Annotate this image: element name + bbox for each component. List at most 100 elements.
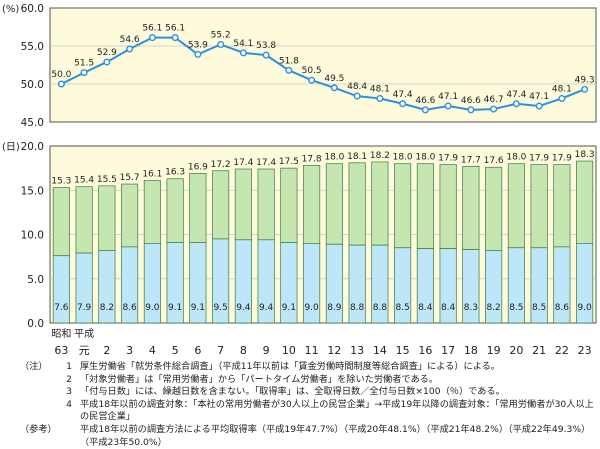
- note-number: 1: [66, 361, 72, 372]
- days-taken-label: 8.4: [441, 303, 456, 313]
- rate-point: [57, 80, 65, 88]
- note-tag: [20, 374, 58, 387]
- note-text: 厚生労働省「就労条件総合調査」（平成11年以前は「賃金労働時間制度等総合調査」に…: [80, 361, 500, 372]
- rate-point: [353, 92, 361, 100]
- days-granted-label: 15.7: [120, 173, 140, 183]
- days-granted-bar: [439, 164, 457, 250]
- note-row-1: （注） 1 厚生労働省「就労条件総合調査」（平成11年以前は「賃金労働時間制度等…: [20, 361, 596, 374]
- rate-point: [194, 50, 202, 58]
- days-taken-bar: [394, 247, 412, 324]
- x-tick-label: 16: [418, 344, 432, 357]
- note-row-4: 4 平成18年以前の調査対象：「本社の常用労働者が30人以上の民営企業」→平成1…: [20, 399, 596, 424]
- rate-point: [148, 34, 156, 42]
- days-granted-label: 15.3: [51, 177, 71, 187]
- days-taken-bar: [462, 249, 480, 324]
- note-tag: [20, 399, 58, 424]
- note-tag: [20, 386, 58, 399]
- days-granted-label: 17.9: [438, 154, 458, 164]
- note-row-2: 2 「対象労働者」は「常用労働者」から「パートタイム労働者」を除いた労働者である…: [20, 374, 596, 387]
- days-granted-label: 17.9: [529, 154, 549, 164]
- rate-point: [444, 102, 452, 110]
- days-taken-label: 8.5: [395, 303, 409, 313]
- rate-point: [376, 94, 384, 102]
- notes-block: （注） 1 厚生労働省「就労条件総合調査」（平成11年以前は「賃金労働時間制度等…: [20, 361, 596, 449]
- days-taken-label: 9.4: [236, 303, 251, 313]
- x-tick-label: 17: [441, 344, 455, 357]
- days-granted-bar: [485, 166, 503, 251]
- x-tick-label: 21: [532, 344, 546, 357]
- days-taken-bar: [121, 246, 139, 324]
- days-granted-label: 15.4: [74, 176, 94, 186]
- x-tick-label: 4: [149, 344, 156, 357]
- x-era-label: 平成: [74, 328, 94, 340]
- rate-y-tick-label: 55.0: [21, 41, 44, 53]
- x-tick-label: 9: [263, 344, 270, 357]
- days-granted-bar: [212, 170, 230, 240]
- x-tick-label: 15: [396, 344, 410, 357]
- days-granted-label: 17.9: [552, 154, 572, 164]
- note-number: [58, 424, 80, 449]
- rate-plot-area: [49, 7, 597, 123]
- days-taken-bar: [52, 255, 70, 324]
- days-granted-bar: [75, 186, 93, 254]
- x-tick-label: 11: [305, 344, 319, 357]
- days-granted-label: 17.4: [233, 158, 253, 168]
- days-granted-bar: [189, 173, 207, 243]
- rate-point: [467, 106, 475, 114]
- rate-y-tick-label: 60.0: [21, 3, 44, 15]
- rate-point: [217, 40, 225, 48]
- days-taken-bar: [507, 247, 525, 324]
- days-granted-label: 16.3: [165, 168, 185, 178]
- days-granted-bar: [325, 163, 343, 245]
- note-text: 「付与日数」には、繰越日数を含まない。「取得率」は、全取得日数／全付与日数×10…: [80, 386, 505, 398]
- rate-data-label: 48.1: [552, 84, 572, 94]
- days-granted-label: 18.2: [370, 151, 390, 161]
- rate-data-label: 50.5: [302, 66, 322, 76]
- rate-data-label: 56.1: [142, 24, 162, 34]
- x-tick-label: 12: [327, 344, 341, 357]
- chart-canvas: 45.050.055.060.0(%)50.051.552.954.656.1 5…: [2, 3, 597, 357]
- days-granted-label: 17.6: [484, 156, 504, 166]
- days-granted-label: 18.0: [506, 153, 526, 163]
- days-taken-label: 9.4: [259, 303, 274, 313]
- rate-point: [558, 94, 566, 102]
- rate-data-label: 46.6: [415, 96, 435, 106]
- x-tick-label: 63: [54, 344, 68, 357]
- x-tick-label: 18: [464, 344, 478, 357]
- days-granted-label: 18.0: [393, 153, 413, 163]
- x-tick-label: 6: [194, 344, 201, 357]
- days-taken-label: 8.6: [122, 303, 137, 313]
- days-taken-bar: [371, 244, 389, 324]
- rate-y-tick-label: 50.0: [21, 79, 44, 91]
- days-taken-bar: [576, 243, 594, 324]
- days-unit-label: (日): [2, 142, 20, 153]
- days-taken-bar: [439, 248, 457, 324]
- rate-point: [80, 69, 88, 77]
- days-granted-bar: [121, 183, 139, 248]
- rate-y-tick-label: 45.0: [21, 117, 44, 129]
- rate-point: [262, 51, 270, 59]
- days-granted-bar: [52, 187, 70, 257]
- days-granted-bar: [257, 168, 275, 241]
- days-granted-bar: [303, 165, 321, 244]
- x-tick-label: 7: [217, 344, 224, 357]
- days-taken-label: 8.3: [464, 303, 478, 313]
- days-granted-label: 18.3: [575, 150, 595, 160]
- days-granted-bar: [280, 167, 298, 243]
- days-taken-label: 9.1: [168, 303, 182, 313]
- days-granted-bar: [394, 163, 412, 249]
- x-tick-label: 8: [240, 344, 247, 357]
- x-tick-label: 10: [282, 344, 296, 357]
- x-tick-label: 5: [172, 344, 179, 357]
- rate-unit-label: (%): [2, 4, 19, 15]
- x-tick-label: 13: [350, 344, 364, 357]
- note-number: 3: [66, 386, 72, 398]
- days-y-tick-label: 10.0: [21, 230, 44, 242]
- days-y-tick-label: 5.0: [27, 274, 44, 286]
- days-granted-bar: [371, 161, 389, 246]
- x-tick-label: 14: [373, 344, 387, 357]
- rate-data-label: 48.1: [370, 84, 390, 94]
- days-granted-label: 17.2: [211, 160, 231, 170]
- days-granted-label: 16.1: [142, 170, 162, 180]
- days-granted-label: 18.1: [347, 152, 367, 162]
